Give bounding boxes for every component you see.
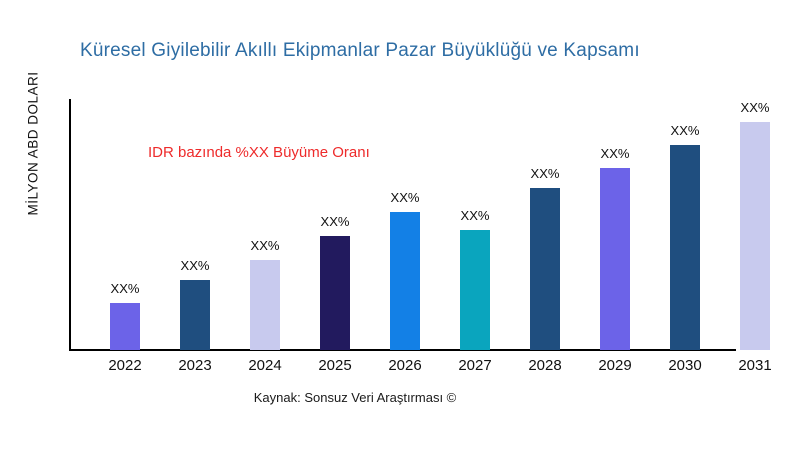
x-tick-2030: 2030 [668, 357, 702, 374]
x-axis-line [69, 349, 736, 351]
x-tick-2026: 2026 [388, 357, 422, 374]
bar-value-label-2023: XX% [180, 258, 210, 273]
bar-2027 [460, 230, 490, 350]
bar-2023 [180, 280, 210, 350]
bar-value-label-2025: XX% [320, 214, 350, 229]
bar-value-label-2031: XX% [740, 100, 770, 115]
y-axis-line [69, 99, 71, 351]
x-tick-2022: 2022 [108, 357, 142, 374]
bar-2028 [530, 188, 560, 350]
bar-2030 [670, 145, 700, 350]
x-tick-2028: 2028 [528, 357, 562, 374]
source-note: Kaynak: Sonsuz Veri Araştırması © [253, 390, 457, 405]
bar-2031 [740, 122, 770, 350]
y-axis-label: MİLYON ABD DOLARI [25, 71, 41, 216]
growth-rate-annotation: IDR bazında %XX Büyüme Oranı [148, 144, 370, 161]
bar-2025 [320, 236, 350, 350]
x-tick-2029: 2029 [598, 357, 632, 374]
bar-2024 [250, 260, 280, 350]
x-tick-2025: 2025 [318, 357, 352, 374]
bar-value-label-2027: XX% [460, 208, 490, 223]
bar-value-label-2022: XX% [110, 281, 140, 296]
x-tick-2031: 2031 [738, 357, 772, 374]
x-tick-2027: 2027 [458, 357, 492, 374]
bar-2029 [600, 168, 630, 350]
bar-value-label-2024: XX% [250, 238, 280, 253]
bar-value-label-2029: XX% [600, 146, 630, 161]
bar-value-label-2026: XX% [390, 190, 420, 205]
x-tick-2024: 2024 [248, 357, 282, 374]
bar-value-label-2030: XX% [670, 123, 700, 138]
bar-value-label-2028: XX% [530, 166, 560, 181]
chart-title: Küresel Giyilebilir Akıllı Ekipmanlar Pa… [80, 40, 640, 61]
bar-2026 [390, 212, 420, 350]
bar-2022 [110, 303, 140, 350]
x-tick-2023: 2023 [178, 357, 212, 374]
